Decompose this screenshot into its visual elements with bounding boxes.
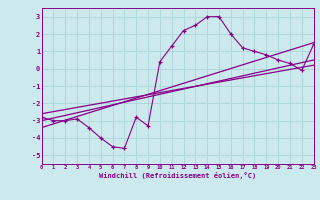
X-axis label: Windchill (Refroidissement éolien,°C): Windchill (Refroidissement éolien,°C): [99, 172, 256, 179]
